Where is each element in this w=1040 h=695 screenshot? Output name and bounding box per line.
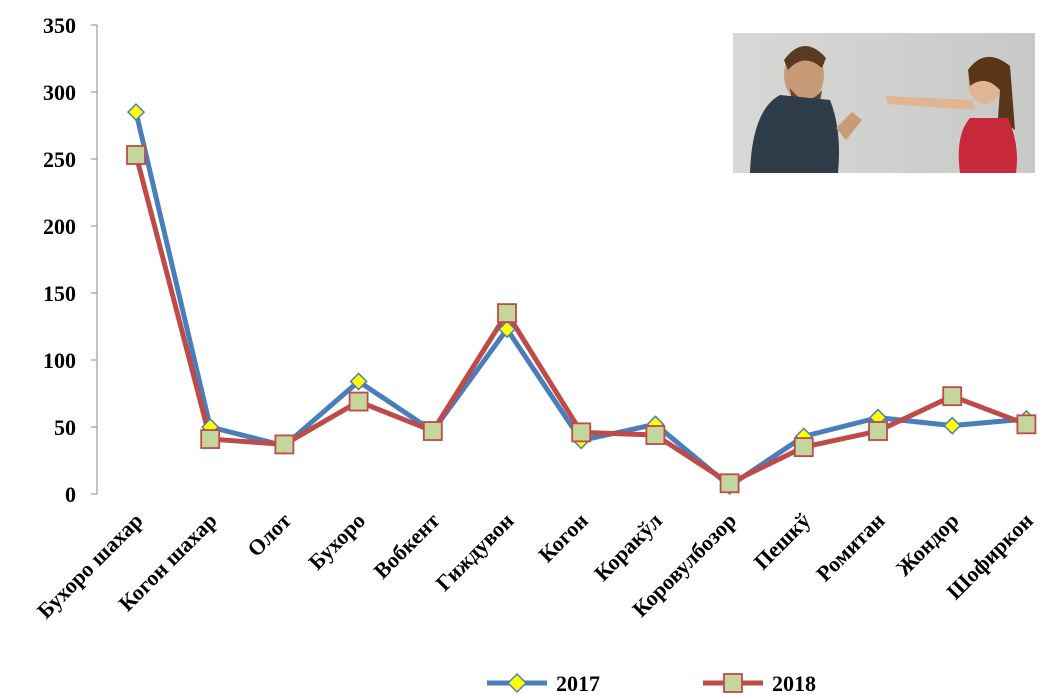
data-point-2018 — [274, 434, 295, 455]
data-point-2018 — [422, 421, 443, 441]
legend: 2017 2018 — [487, 671, 816, 695]
data-point-2018 — [1016, 414, 1037, 435]
data-point-2018 — [497, 303, 517, 324]
legend-marker-2018 — [723, 673, 743, 693]
data-point-2018 — [645, 425, 666, 445]
x-tick-label: Когон — [533, 508, 593, 568]
legend-marker-2017 — [506, 672, 528, 694]
legend-label-2017: 2017 — [556, 671, 600, 695]
data-point-2018 — [793, 437, 814, 458]
data-point-2018 — [719, 473, 740, 494]
data-point-2018 — [571, 422, 592, 443]
x-tick-label: Пешкў — [749, 508, 816, 575]
x-tick-label: Вобкент — [369, 508, 445, 584]
data-point-2017 — [497, 320, 517, 339]
y-tick-label: 0 — [65, 482, 76, 507]
y-tick-label: 300 — [43, 80, 76, 105]
legend-label-2018: 2018 — [772, 671, 816, 695]
data-point-2018 — [200, 429, 221, 449]
data-point-2018 — [942, 386, 963, 407]
series-lines — [126, 103, 1037, 496]
y-tick-label: 150 — [43, 281, 76, 306]
y-tick-label: 100 — [43, 348, 76, 373]
data-point-2017 — [126, 103, 146, 122]
data-point-2017 — [943, 416, 962, 435]
x-tick-label: Олот — [242, 508, 296, 562]
data-point-2017 — [349, 372, 368, 391]
y-tick-label: 350 — [43, 13, 76, 38]
x-tick-label: Жондор — [891, 508, 964, 581]
x-tick-label: Бухоро — [303, 508, 370, 575]
x-tick-label: Гиждувон — [431, 508, 519, 596]
data-point-2018 — [126, 145, 146, 165]
data-point-2018 — [348, 391, 369, 412]
y-tick-label: 50 — [54, 415, 76, 440]
x-tick-label: Ромитан — [811, 508, 890, 587]
arguing-couple-photo — [733, 33, 1035, 173]
x-tick-label: Коракўл — [589, 508, 667, 586]
y-tick-label: 200 — [43, 214, 76, 239]
y-axis: 0 50 100 150 200 250 300 350 — [43, 13, 98, 507]
y-tick-label: 250 — [43, 147, 76, 172]
data-point-2018 — [868, 421, 888, 441]
